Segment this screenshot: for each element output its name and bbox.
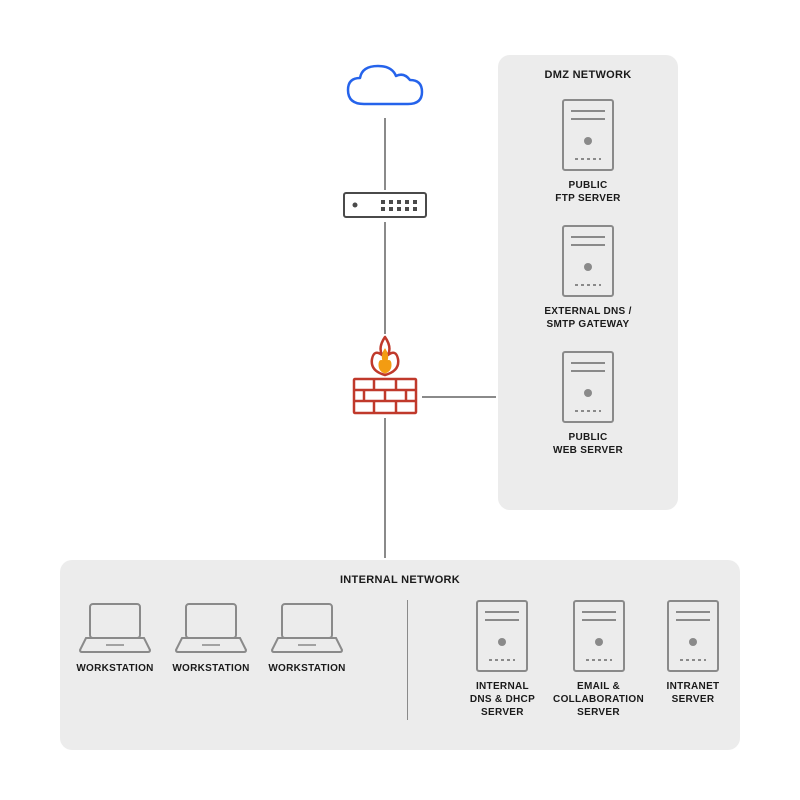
server-icon [557, 225, 619, 297]
workstation-1-label: WORKSTATION [172, 662, 249, 675]
workstation-0: WORKSTATION [76, 600, 154, 675]
dmz-server-1-label: EXTERNAL DNS /SMTP GATEWAY [544, 305, 631, 331]
cloud-node [340, 60, 430, 121]
internal-server-0-label: INTERNALDNS & DHCPSERVER [470, 680, 535, 719]
router-node [343, 192, 427, 223]
internal-server-1: EMAIL &COLLABORATIONSERVER [553, 600, 644, 719]
laptop-icon [76, 600, 154, 654]
laptop-icon [268, 600, 346, 654]
dmz-server-2-label: PUBLICWEB SERVER [553, 431, 623, 457]
dmz-server-1: EXTERNAL DNS /SMTP GATEWAY [508, 225, 668, 331]
line-firewall-dmz [422, 396, 496, 398]
workstation-0-label: WORKSTATION [76, 662, 153, 675]
laptop-icon [172, 600, 250, 654]
server-icon [568, 600, 630, 672]
workstation-2: WORKSTATION [268, 600, 346, 675]
internal-server-2: INTRANETSERVER [662, 600, 724, 719]
dmz-zone: DMZ NETWORK PUBLICFTP SERVER EXTERNAL DN… [498, 55, 678, 510]
dmz-server-0-label: PUBLICFTP SERVER [555, 179, 620, 205]
workstation-2-label: WORKSTATION [268, 662, 345, 675]
cloud-icon [340, 60, 430, 116]
internal-server-2-label: INTRANETSERVER [667, 680, 720, 706]
dmz-server-0: PUBLICFTP SERVER [508, 99, 668, 205]
internal-zone: INTERNAL NETWORK WORKSTATION WORKSTATION [60, 560, 740, 750]
dmz-server-2: PUBLICWEB SERVER [508, 351, 668, 457]
server-icon [662, 600, 724, 672]
server-icon [557, 99, 619, 171]
workstation-1: WORKSTATION [172, 600, 250, 675]
server-icon [557, 351, 619, 423]
firewall-icon [352, 335, 418, 415]
internal-server-1-label: EMAIL &COLLABORATIONSERVER [553, 680, 644, 719]
router-icon [343, 192, 427, 218]
line-firewall-internal [384, 418, 386, 558]
line-cloud-router [384, 118, 386, 190]
internal-server-0: INTERNALDNS & DHCPSERVER [470, 600, 535, 719]
firewall-node [352, 335, 418, 420]
server-icon [471, 600, 533, 672]
line-router-firewall [384, 222, 386, 334]
internal-divider [407, 600, 408, 720]
dmz-title: DMZ NETWORK [508, 69, 668, 81]
internal-title: INTERNAL NETWORK [70, 574, 730, 586]
